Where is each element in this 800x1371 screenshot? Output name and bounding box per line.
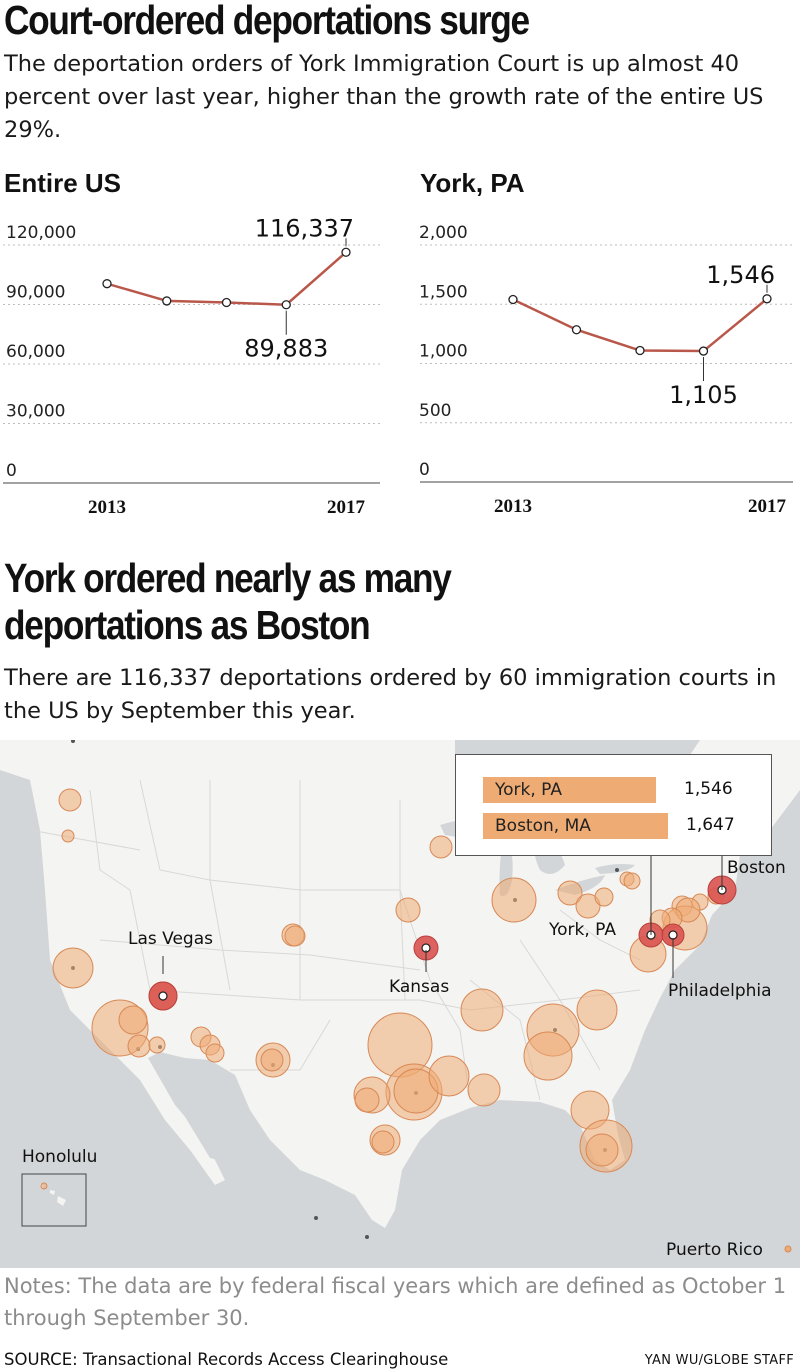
court-bubble[interactable]: [61, 829, 75, 843]
tooltip-row-york: York, PA: [483, 777, 714, 803]
court-bubble[interactable]: [585, 1133, 619, 1167]
y-tick-label: 1,000: [419, 342, 468, 362]
line-chart-york-pa: 0 500 1,000 1,500 2,000 2013 2017 1,546 1,105: [419, 223, 793, 517]
court-bubble[interactable]: [523, 1031, 573, 1081]
annotation-label: 1,105: [669, 381, 738, 409]
court-bubbles[interactable]: [40, 788, 792, 1253]
y-tick-label: 2,000: [419, 223, 468, 243]
map-label-honolulu: Honolulu: [22, 1147, 98, 1167]
tooltip-value-boston: 1,647: [686, 815, 735, 835]
court-bubble[interactable]: [371, 1130, 395, 1154]
data-point[interactable]: [762, 294, 772, 304]
court-bubble[interactable]: [428, 1055, 470, 1097]
x-tick-label: 2017: [748, 496, 787, 517]
us-immigration-courts-map[interactable]: York, PA 1,546 Boston, MA 1,647 Las Vega…: [0, 740, 800, 1268]
data-point[interactable]: [221, 297, 232, 308]
headline-deportations-surge: Court-ordered deportations surge: [4, 0, 530, 43]
map-label-las-vegas: Las Vegas: [128, 929, 213, 949]
court-bubble[interactable]: [557, 880, 583, 906]
chart-title-york: York, PA: [420, 168, 525, 198]
y-tick-label: 0: [6, 461, 17, 481]
notes: Notes: The data are by federal fiscal ye…: [4, 1274, 787, 1330]
map-label-york: York, PA: [549, 920, 616, 940]
y-tick-label: 60,000: [6, 342, 65, 362]
x-tick-label: 2017: [327, 497, 366, 518]
annotation-label: 116,337: [255, 214, 354, 242]
annotation-label: 1,546: [706, 261, 775, 289]
honolulu-inset-frame: [21, 1173, 87, 1227]
series-line: [106, 251, 347, 306]
court-bubble-puerto-rico[interactable]: [784, 1245, 792, 1253]
lake-ontario: [595, 864, 635, 874]
data-point[interactable]: [102, 279, 112, 289]
data-point[interactable]: [341, 247, 351, 257]
highlight-marker-philadelphia[interactable]: [668, 930, 678, 940]
series-line: [512, 297, 768, 353]
dek-section2: There are 116,337 deportations ordered b…: [4, 665, 777, 724]
headline-york-vs-boston-line2: deportations as Boston: [4, 602, 371, 648]
court-bubble[interactable]: [205, 1043, 225, 1063]
x-tick-label: 2013: [88, 497, 126, 518]
dek-section1: The deportation orders of York Immigrati…: [4, 51, 764, 143]
court-bubble[interactable]: [623, 872, 641, 890]
tooltip-comparison: York, PA 1,546 Boston, MA 1,647: [455, 754, 772, 856]
court-bubble[interactable]: [58, 788, 82, 812]
map-label-boston: Boston: [727, 858, 786, 878]
court-bubble[interactable]: [395, 897, 421, 923]
court-bubble[interactable]: [127, 1034, 151, 1058]
data-point[interactable]: [635, 345, 645, 356]
line-chart-entire-us: 0 30,000 60,000 90,000 120,000 2013 2017 116,33…: [3, 214, 380, 518]
hawaii-islands: [40, 1184, 66, 1206]
court-bubble[interactable]: [460, 988, 504, 1032]
y-tick-label: 1,500: [419, 282, 468, 302]
court-bubble[interactable]: [260, 1048, 284, 1072]
tooltip-bar-york: [483, 777, 656, 803]
chart-title-us: Entire US: [4, 168, 122, 198]
y-tick-label: 500: [419, 401, 451, 421]
headline-york-vs-boston-line1: York ordered nearly as many: [4, 555, 452, 601]
data-point[interactable]: [571, 325, 582, 335]
data-point[interactable]: [162, 296, 172, 306]
map-label-philadelphia: Philadelphia: [668, 981, 772, 1001]
highlight-marker-las-vegas[interactable]: [158, 991, 168, 1001]
court-bubble[interactable]: [148, 1036, 166, 1054]
data-point[interactable]: [281, 300, 291, 310]
tooltip-name-boston: Boston, MA: [495, 816, 591, 836]
court-bubble[interactable]: [491, 877, 537, 923]
court-bubble[interactable]: [284, 925, 306, 947]
court-bubble[interactable]: [429, 835, 453, 859]
court-bubble[interactable]: [118, 1005, 148, 1035]
y-tick-label: 120,000: [6, 223, 76, 243]
map-label-puerto-rico: Puerto Rico: [666, 1240, 763, 1260]
y-tick-label: 0: [419, 460, 430, 480]
x-tick-label: 2013: [494, 496, 532, 517]
court-bubble[interactable]: [354, 1087, 380, 1113]
byline-credit: YAN WU/GLOBE STAFF: [644, 1353, 794, 1368]
map-label-kansas: Kansas: [389, 977, 450, 997]
leader-lines: [162, 855, 723, 978]
court-bubble[interactable]: [576, 989, 618, 1031]
y-tick-label: 90,000: [6, 283, 65, 303]
tooltip-name-york: York, PA: [495, 780, 562, 800]
court-bubble[interactable]: [52, 947, 94, 989]
court-bubble[interactable]: [40, 1182, 48, 1190]
gulf-of-california: [160, 1065, 218, 1160]
source-credit: SOURCE: Transactional Records Access Cle…: [4, 1350, 449, 1369]
data-point[interactable]: [508, 294, 518, 305]
court-bubble[interactable]: [594, 887, 614, 907]
tooltip-bar-boston: [483, 813, 668, 839]
court-bubble[interactable]: [575, 893, 601, 919]
court-bubble[interactable]: [467, 1073, 501, 1107]
tooltip-row-boston: Boston, MA: [483, 813, 729, 839]
data-point[interactable]: [698, 346, 709, 356]
y-tick-label: 30,000: [6, 402, 65, 422]
annotation-label: 89,883: [244, 335, 328, 363]
tooltip-value-york: 1,546: [684, 779, 733, 799]
